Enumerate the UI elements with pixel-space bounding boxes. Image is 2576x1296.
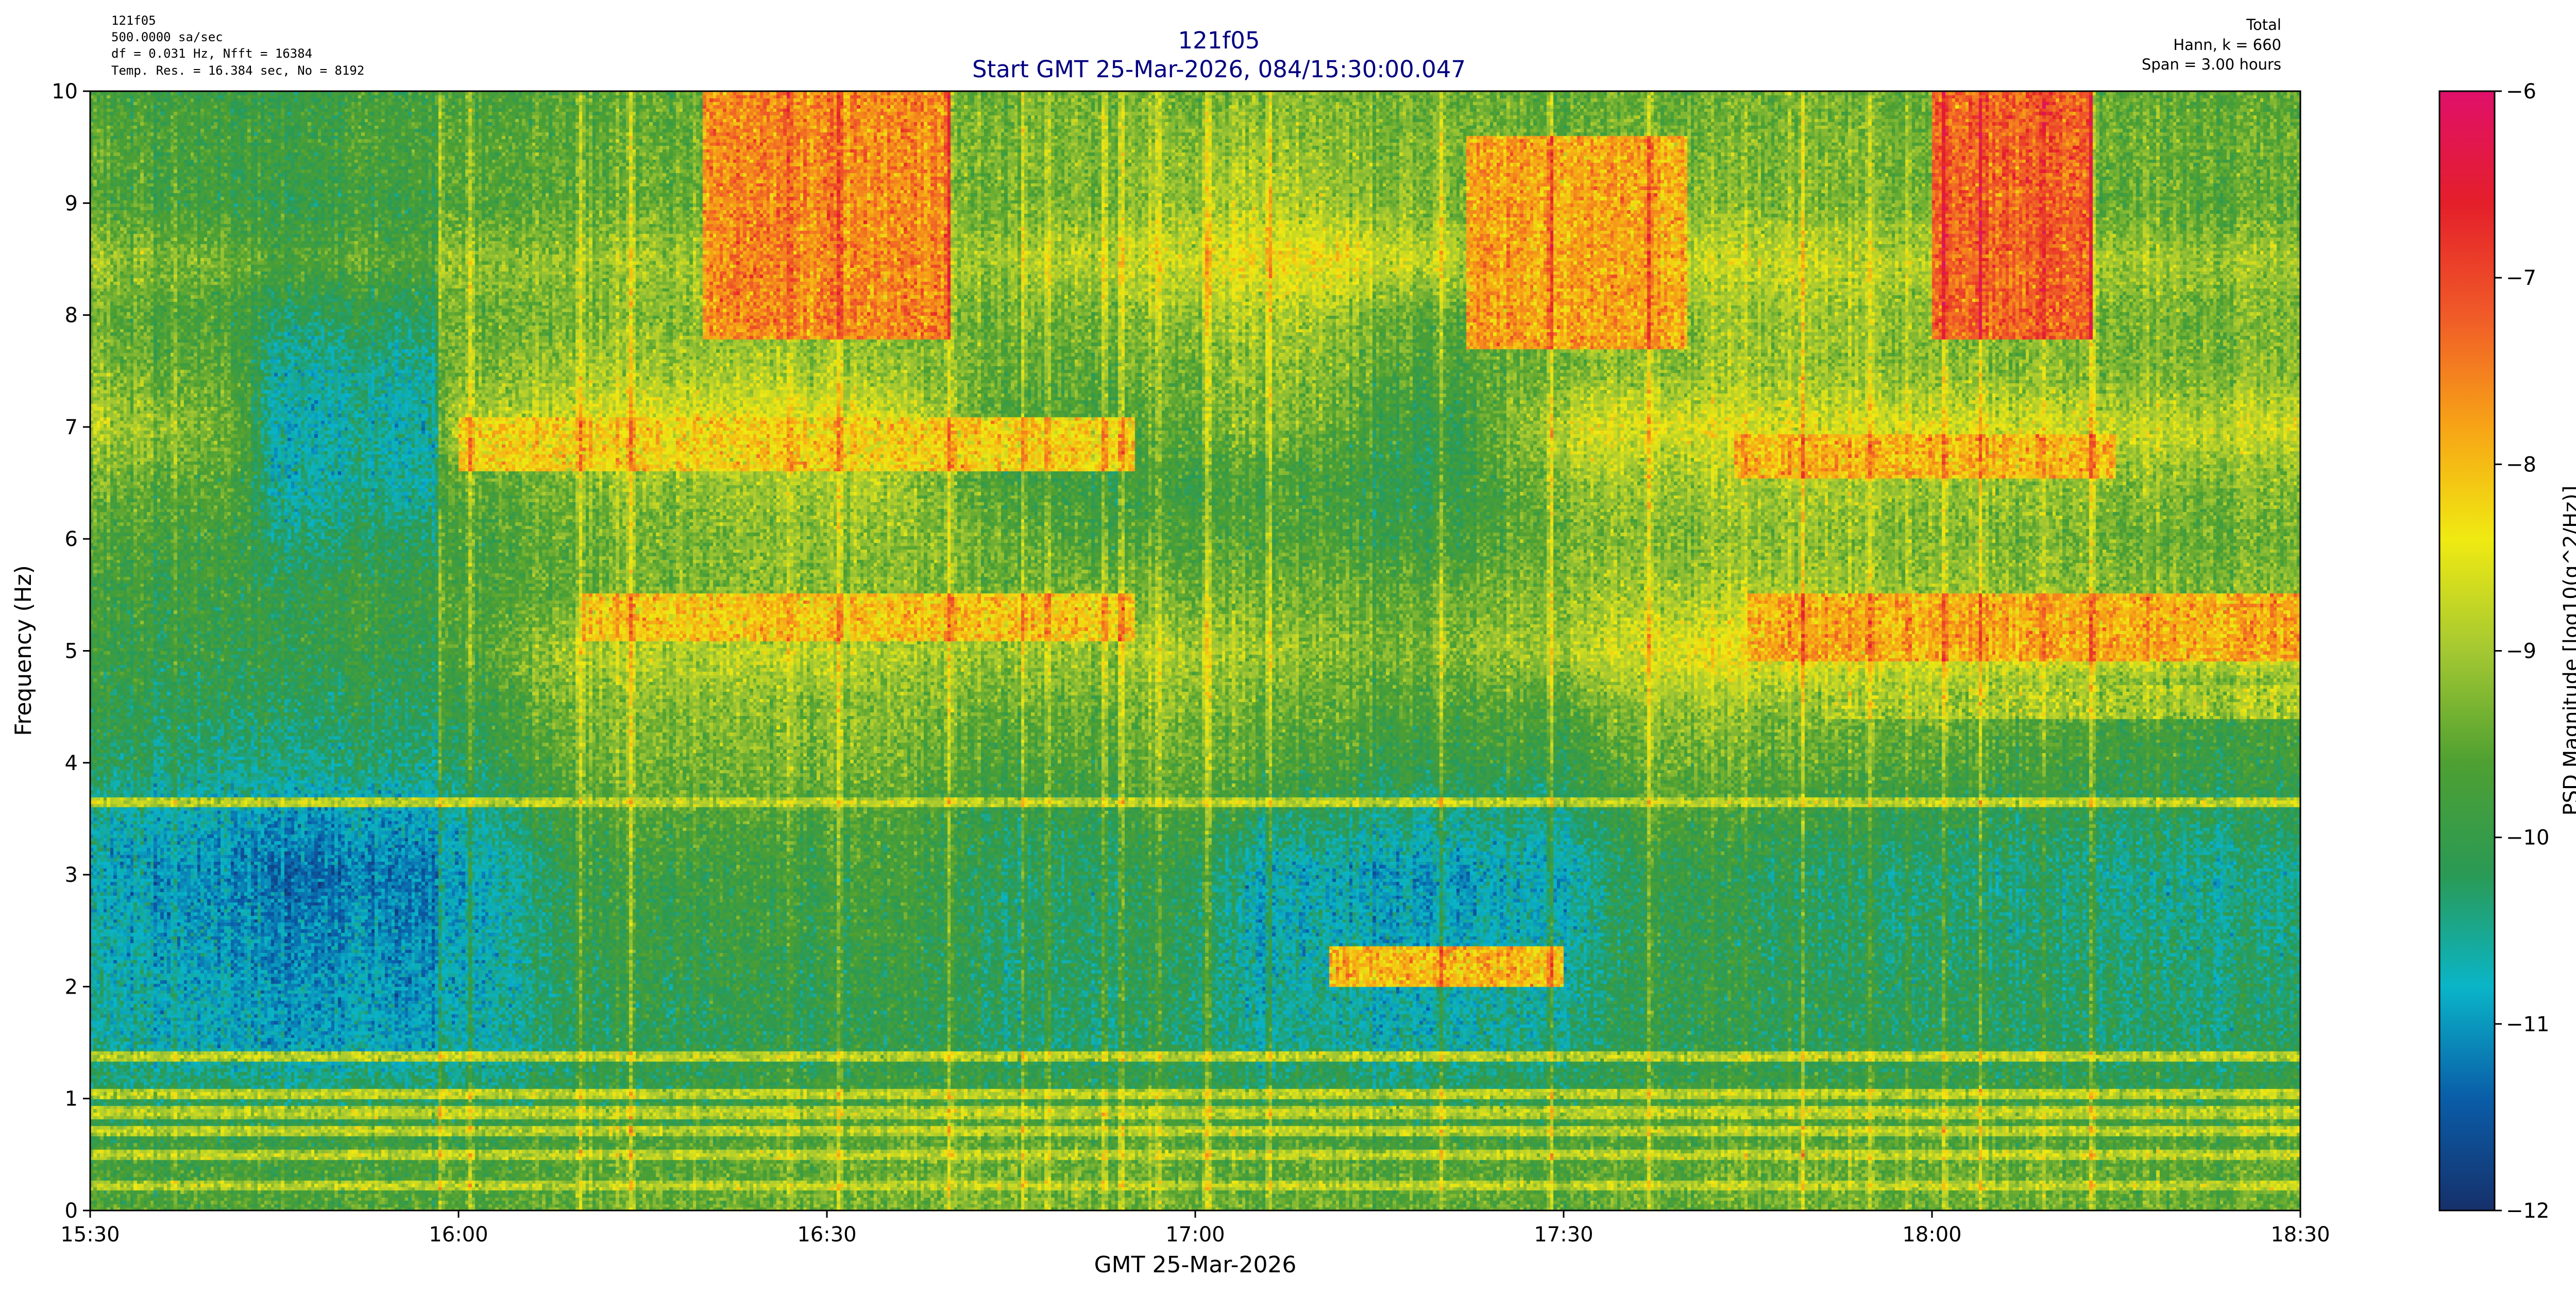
info-line-4: Temp. Res. = 16.384 sec, No = 8192 [111, 63, 364, 78]
x-tick-label: 18:30 [2270, 1223, 2330, 1247]
colorbar-tick-label: −12 [2506, 1199, 2549, 1223]
y-tick-label: 6 [65, 527, 78, 551]
chart-subtitle: Start GMT 25-Mar-2026, 084/15:30:00.047 [972, 56, 1466, 83]
colorbar-tick-label: −10 [2506, 826, 2549, 850]
info-line-1: 121f05 [111, 13, 156, 28]
colorbar-tick-label: −11 [2506, 1013, 2549, 1036]
y-axis-label: Frequency (Hz) [10, 565, 37, 736]
x-tick-label: 15:30 [60, 1223, 120, 1247]
header-right-info: Total Hann, k = 660 Span = 3.00 hours [2142, 16, 2281, 73]
x-axis: 15:30 16:00 16:30 17:00 17:30 18:00 18:30 [60, 1210, 2330, 1247]
colorbar: −12 −11 −10 −9 −8 −7 −6 PSD Magnitude [log10(g… [2438, 80, 2576, 1223]
colorbar-label: PSD Magnitude [log10(g^2/Hz)] [2560, 486, 2576, 816]
y-tick-label: 2 [65, 975, 78, 999]
info-line-2: 500.0000 sa/sec [111, 30, 223, 44]
colorbar-ticks: −12 −11 −10 −9 −8 −7 −6 [2495, 80, 2549, 1223]
info-right-1: Total [2246, 16, 2281, 33]
y-tick-label: 10 [52, 80, 78, 104]
info-right-2: Hann, k = 660 [2173, 36, 2281, 54]
y-tick-label: 5 [65, 640, 78, 663]
info-right-3: Span = 3.00 hours [2142, 56, 2281, 73]
y-tick-label: 1 [65, 1087, 78, 1111]
header-left-info: 121f05 500.0000 sa/sec df = 0.031 Hz, Nf… [111, 13, 364, 78]
spectrogram-heatmap [90, 91, 2300, 1210]
y-tick-label: 0 [65, 1199, 78, 1223]
y-tick-label: 4 [65, 752, 78, 775]
colorbar-tick-label: −6 [2506, 80, 2536, 104]
colorbar-gradient [2438, 90, 2496, 1212]
plot-area [89, 90, 2301, 1212]
colorbar-tick-label: −7 [2506, 266, 2536, 290]
colorbar-tick-label: −9 [2506, 640, 2536, 663]
y-tick-label: 3 [65, 863, 78, 887]
info-line-3: df = 0.031 Hz, Nfft = 16384 [111, 46, 312, 61]
y-tick-label: 7 [65, 416, 78, 439]
x-tick-label: 16:30 [797, 1223, 856, 1247]
y-axis: 0 1 2 3 4 5 6 7 8 9 10 [52, 80, 90, 1223]
x-tick-label: 16:00 [429, 1223, 488, 1247]
colorbar-tick-label: −8 [2506, 453, 2536, 476]
x-tick-label: 18:00 [1902, 1223, 1961, 1247]
x-axis-label: GMT 25-Mar-2026 [1094, 1252, 1297, 1278]
y-tick-label: 8 [65, 304, 78, 328]
y-tick-label: 9 [65, 192, 78, 215]
x-tick-label: 17:30 [1534, 1223, 1593, 1247]
chart-title: 121f05 [1178, 27, 1260, 54]
x-tick-label: 17:00 [1165, 1223, 1225, 1247]
